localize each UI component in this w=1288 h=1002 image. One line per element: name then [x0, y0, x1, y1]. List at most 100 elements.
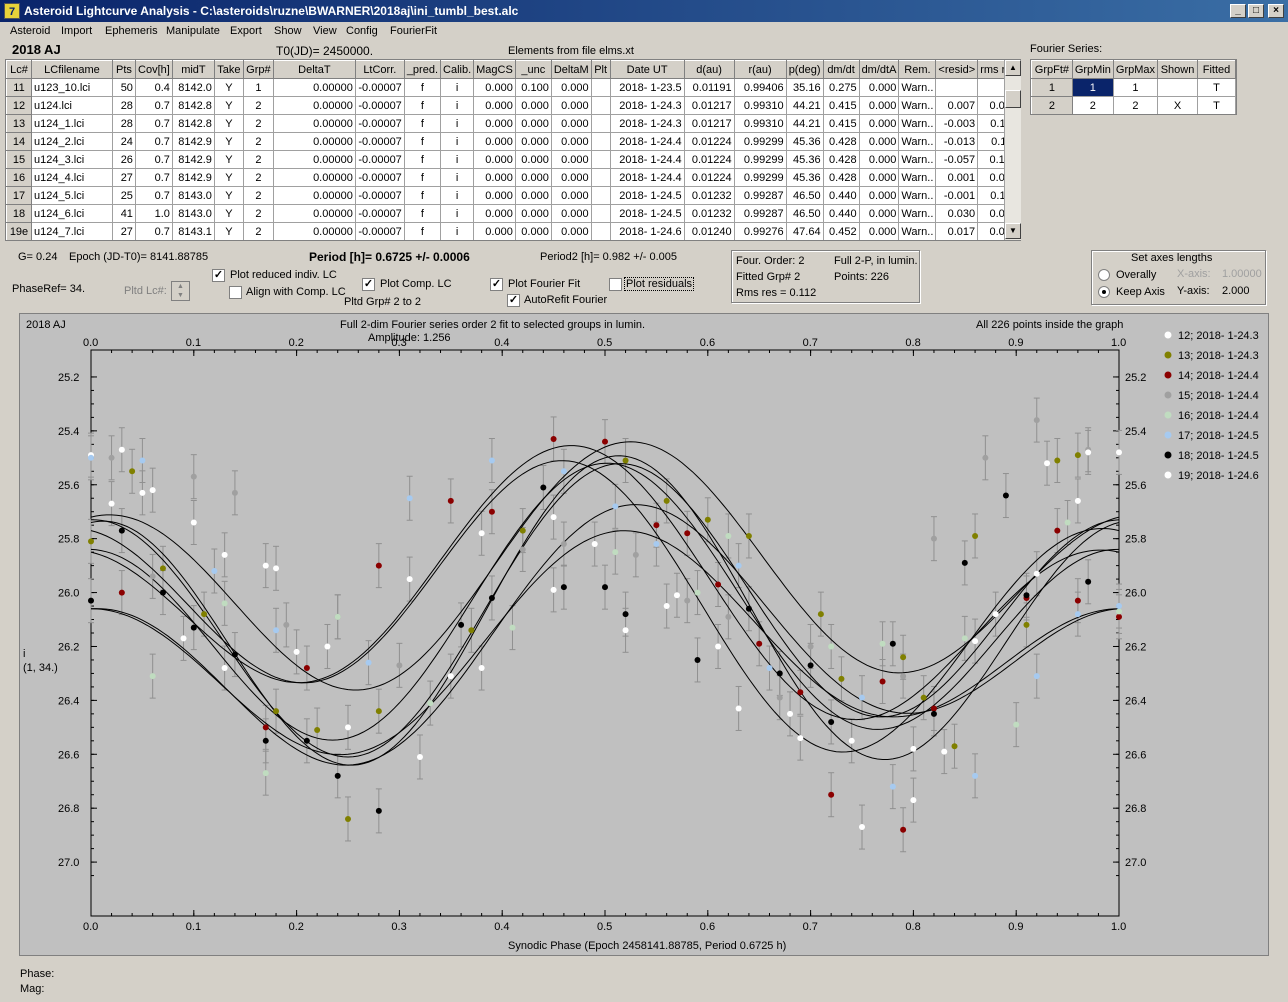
table-cell[interactable]: 0.99406 [733, 78, 787, 97]
table-cell[interactable]: 8142.8 [171, 96, 215, 115]
table-cell[interactable]: u123_10.lci [30, 78, 113, 97]
table-cell[interactable]: 0.000 [550, 96, 592, 115]
table-cell[interactable]: 0.000 [858, 114, 900, 133]
table-cell[interactable]: 25 [111, 186, 136, 205]
table-cell[interactable]: 0.001 [935, 168, 979, 187]
table-cell[interactable]: 2018- 1-24.4 [609, 168, 685, 187]
table-cell[interactable]: -0.00007 [354, 204, 405, 223]
table-cell[interactable]: 50 [111, 78, 136, 97]
table-cell[interactable]: 24 [111, 132, 136, 151]
fourier-col-header[interactable]: GrpFt# [1031, 60, 1073, 79]
col-header[interactable]: Grp# [242, 60, 274, 79]
table-cell[interactable]: Y [213, 168, 244, 187]
table-cell[interactable]: Y [213, 78, 244, 97]
table-cell[interactable]: f [403, 114, 442, 133]
table-cell[interactable]: 0.01224 [683, 150, 735, 169]
table-cell[interactable]: 0.000 [514, 168, 552, 187]
fourier-col-header[interactable]: GrpMin [1071, 60, 1114, 79]
table-cell[interactable]: u124_6.lci [30, 204, 113, 223]
table-cell[interactable]: Y [213, 222, 244, 240]
table-cell[interactable]: i [440, 114, 475, 133]
col-header[interactable]: Lc# [6, 60, 32, 79]
scroll-thumb[interactable] [1005, 90, 1021, 108]
table-cell[interactable]: 0.7 [134, 186, 173, 205]
table-cell[interactable]: 0.01217 [683, 114, 735, 133]
table-cell[interactable]: 0.99310 [733, 114, 787, 133]
table-cell[interactable]: 0.99287 [733, 186, 787, 205]
table-cell[interactable]: 2 [242, 204, 274, 223]
table-cell[interactable]: 0.01217 [683, 96, 735, 115]
col-header[interactable]: dm/dt [822, 60, 860, 79]
table-cell[interactable]: 0.000 [473, 222, 516, 240]
table-cell[interactable]: f [403, 186, 442, 205]
table-cell[interactable]: 8143.0 [171, 186, 215, 205]
row-header[interactable]: 14 [6, 132, 32, 151]
overally-radio[interactable] [1098, 269, 1110, 281]
table-cell[interactable]: 44.21 [785, 114, 824, 133]
table-cell[interactable]: Y [213, 114, 244, 133]
table-cell[interactable]: 46.50 [785, 204, 824, 223]
row-header[interactable]: 11 [6, 78, 32, 97]
table-row[interactable]: 14 u124_2.lci 24 0.7 8142.9 Y 2 0.00000 -0.00007… [6, 132, 1020, 151]
table-cell[interactable]: 0.00000 [272, 132, 356, 151]
table-cell[interactable]: 0.99287 [733, 204, 787, 223]
table-cell[interactable]: -0.003 [935, 114, 979, 133]
table-cell[interactable]: 0.000 [473, 186, 516, 205]
fourier-cell[interactable]: 2 [1112, 96, 1159, 114]
table-cell[interactable]: 0.017 [935, 222, 979, 240]
table-cell[interactable]: 0.275 [822, 78, 860, 97]
pltd-lc-spinner[interactable]: ▲ ▼ [171, 281, 190, 301]
col-header[interactable]: Rem. [898, 60, 937, 79]
table-cell[interactable]: 2018- 1-24.5 [609, 186, 685, 205]
menu-export[interactable]: Export [230, 25, 262, 37]
plot-residuals-checkbox[interactable] [609, 278, 622, 291]
fourier-cell[interactable]: X [1157, 96, 1199, 114]
table-cell[interactable]: 0.01240 [683, 222, 735, 240]
table-cell[interactable]: 0.01224 [683, 168, 735, 187]
table-cell[interactable]: 0.7 [134, 132, 173, 151]
fourier-cell[interactable]: 1 [1071, 78, 1114, 97]
table-cell[interactable]: 0.7 [134, 114, 173, 133]
table-cell[interactable]: 0.01232 [683, 204, 735, 223]
fourier-row-header[interactable]: 2 [1031, 96, 1073, 114]
table-cell[interactable]: 8143.1 [171, 222, 215, 240]
table-cell[interactable]: -0.013 [935, 132, 979, 151]
menu-ephemeris[interactable]: Ephemeris [105, 25, 158, 37]
table-cell[interactable]: f [403, 96, 442, 115]
table-cell[interactable]: 0.000 [514, 132, 552, 151]
table-cell[interactable]: Y [213, 96, 244, 115]
table-cell[interactable]: 0.000 [858, 132, 900, 151]
table-cell[interactable]: Y [213, 132, 244, 151]
table-cell[interactable]: 0.000 [514, 222, 552, 240]
table-cell[interactable] [590, 78, 611, 97]
table-cell[interactable]: 35.16 [785, 78, 824, 97]
col-header[interactable]: r(au) [733, 60, 787, 79]
table-cell[interactable]: -0.00007 [354, 186, 405, 205]
table-row[interactable]: 11 u123_10.lci 50 0.4 8142.0 Y 1 0.00000 -0.0000… [6, 78, 1020, 97]
table-cell[interactable] [590, 186, 611, 205]
table-cell[interactable]: 45.36 [785, 132, 824, 151]
table-cell[interactable]: 0.415 [822, 96, 860, 115]
fourier-cell[interactable]: 1 [1112, 78, 1159, 97]
yaxis-value[interactable]: 2.000 [1222, 285, 1250, 297]
table-cell[interactable] [590, 114, 611, 133]
lightcurve-chart[interactable]: 0.0 0.0 0.1 0.1 0.2 0.2 0.3 0.3 0.4 0.4 0.5 0.5 0.6 0… [20, 314, 1270, 957]
table-cell[interactable]: 0.440 [822, 186, 860, 205]
fourier-cell[interactable]: T [1197, 96, 1236, 114]
table-cell[interactable]: 0.000 [514, 204, 552, 223]
table-cell[interactable]: 27 [111, 168, 136, 187]
keep-axis-radio[interactable] [1098, 286, 1110, 298]
lightcurve-grid[interactable]: Lc# LCfilename Pts Cov[h] midT Take Grp# DeltaT… [6, 60, 1020, 240]
table-cell[interactable]: 0.00000 [272, 114, 356, 133]
table-cell[interactable] [590, 96, 611, 115]
lightcurve-table[interactable]: Lc# LCfilename Pts Cov[h] midT Take Grp# DeltaT… [5, 59, 1021, 241]
table-cell[interactable]: Warn.. [898, 96, 937, 115]
table-cell[interactable] [935, 78, 979, 97]
table-cell[interactable]: 0.000 [858, 222, 900, 240]
table-cell[interactable]: 0.00000 [272, 78, 356, 97]
menu-import[interactable]: Import [61, 25, 93, 37]
table-cell[interactable]: 0.99310 [733, 96, 787, 115]
table-cell[interactable]: 0.000 [550, 168, 592, 187]
